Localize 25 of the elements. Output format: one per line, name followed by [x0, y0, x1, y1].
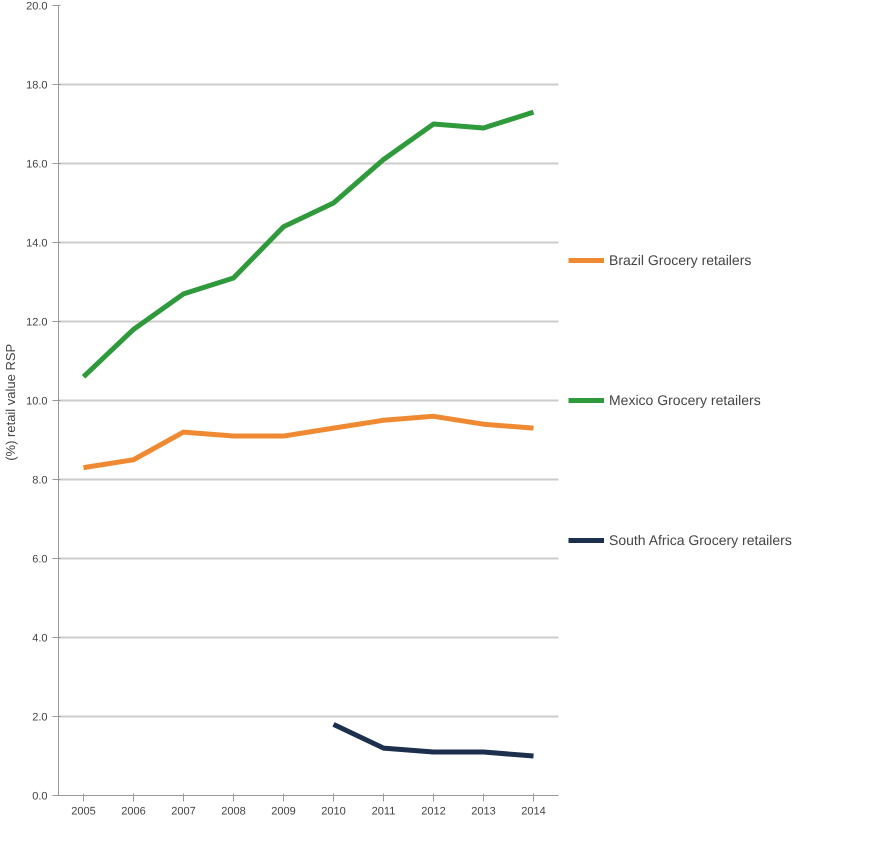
y-tick-label: 16.0 [26, 158, 48, 170]
legend-label: South Africa Grocery retailers [609, 532, 792, 548]
x-tick-label: 2010 [321, 806, 346, 818]
y-tick-label: 12.0 [26, 316, 48, 328]
x-tick-label: 2009 [271, 806, 296, 818]
x-tick-label: 2012 [421, 806, 446, 818]
y-tick-label: 4.0 [32, 632, 48, 644]
y-axis-title: (%) retail value RSP [3, 344, 18, 461]
legend-label: Brazil Grocery retailers [609, 252, 752, 268]
y-tick-label: 8.0 [32, 474, 48, 486]
y-tick-label: 18.0 [26, 80, 48, 92]
y-tick-label: 2.0 [32, 712, 48, 724]
y-tick-label: 10.0 [26, 396, 48, 408]
x-tick-label: 2013 [471, 806, 496, 818]
y-tick-label: 14.0 [26, 238, 48, 250]
legend-label: Mexico Grocery retailers [609, 392, 761, 408]
x-tick-label: 2014 [521, 806, 546, 818]
x-tick-label: 2006 [121, 806, 146, 818]
x-tick-label: 2008 [221, 806, 246, 818]
x-tick-label: 2007 [171, 806, 196, 818]
x-tick-label: 2005 [71, 806, 96, 818]
y-tick-label: 6.0 [32, 554, 48, 566]
y-tick-label: 20.0 [26, 0, 48, 12]
y-tick-label: 0.0 [32, 790, 48, 802]
x-tick-label: 2011 [372, 806, 396, 818]
